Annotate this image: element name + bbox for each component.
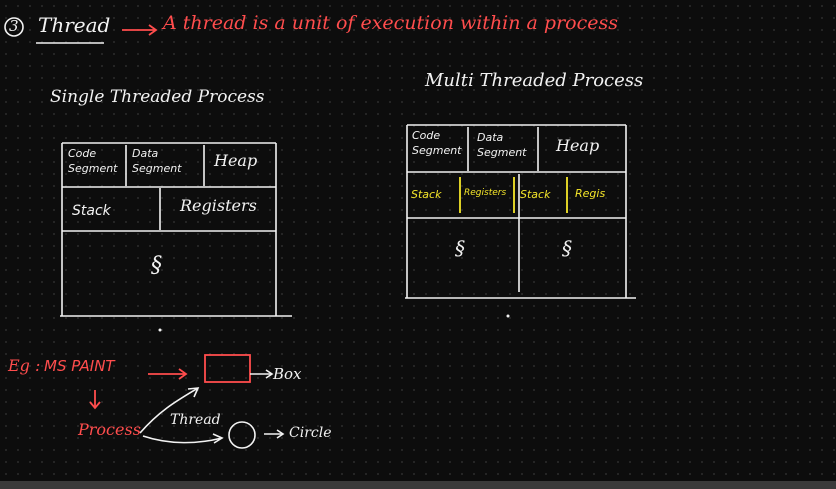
paint-circle-shape bbox=[229, 422, 255, 448]
multi-heap: Heap bbox=[556, 136, 599, 155]
multi-process-title: Multi Threaded Process bbox=[425, 70, 643, 91]
example-app: MS PAINT bbox=[44, 357, 115, 375]
example-thread: Thread bbox=[170, 412, 221, 428]
single-process-title: Single Threaded Process bbox=[50, 87, 264, 107]
paint-box-shape bbox=[205, 355, 250, 382]
single-heap: Heap bbox=[214, 151, 257, 170]
header-arrow bbox=[122, 25, 156, 35]
single-stack: Stack bbox=[72, 203, 111, 219]
single-stack-squiggle: § bbox=[151, 253, 162, 278]
multi-stack-squiggle-1: § bbox=[455, 236, 465, 260]
example-label: Eg : bbox=[8, 356, 40, 375]
multi-registers-2: Regis bbox=[575, 187, 605, 200]
single-data-segment: Data Segment bbox=[132, 146, 182, 176]
example-process: Process bbox=[78, 420, 141, 439]
example-box-label: Box bbox=[273, 365, 302, 383]
thread-definition: A thread is a unit of execution within a… bbox=[163, 12, 618, 34]
multi-data-segment: Data Segment bbox=[477, 130, 527, 160]
multi-registers-1: Registers bbox=[464, 188, 506, 198]
single-code-segment: Code Segment bbox=[68, 146, 118, 176]
multi-stack-1: Stack bbox=[411, 188, 441, 201]
single-registers: Registers bbox=[180, 196, 257, 215]
multi-stack-squiggle-2: § bbox=[562, 236, 572, 260]
section-number: 3 bbox=[9, 17, 19, 35]
bottom-scrollbar-track bbox=[0, 481, 836, 489]
thread-heading: Thread bbox=[38, 13, 110, 37]
example-circle-label: Circle bbox=[289, 425, 332, 441]
multi-stack-2: Stack bbox=[520, 188, 550, 201]
multi-code-segment: Code Segment bbox=[412, 128, 462, 158]
